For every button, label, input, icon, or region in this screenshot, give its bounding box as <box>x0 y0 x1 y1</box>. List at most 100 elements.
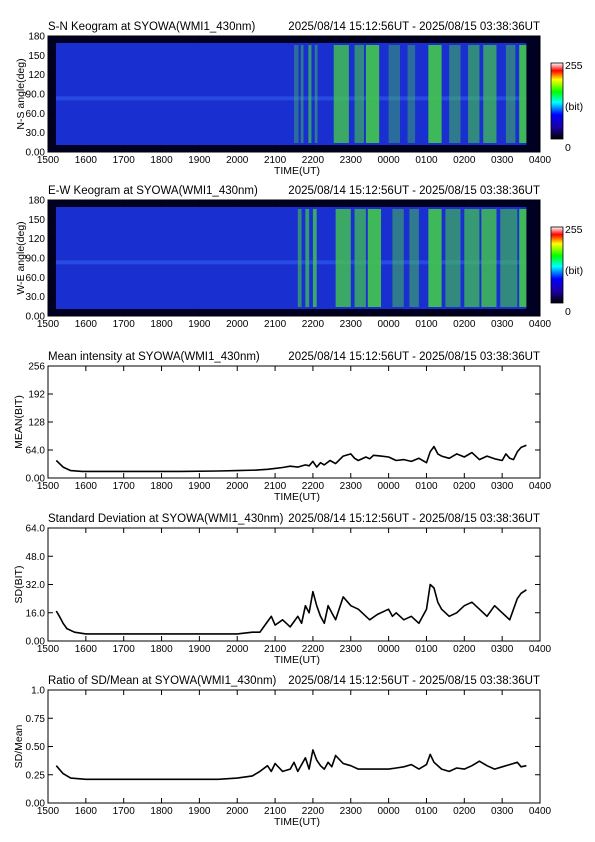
x-tick-label: 2000 <box>226 319 249 330</box>
panel-title: Ratio of SD/Mean at SYOWA(WMI1_430nm) <box>48 675 277 687</box>
aurora-segment <box>392 209 404 307</box>
panel-title: E-W Keogram at SYOWA(WMI1_430nm) <box>48 185 258 197</box>
y-tick-label: 16.0 <box>26 608 46 619</box>
x-tick-label: 0200 <box>453 155 476 166</box>
x-tick-label: 2000 <box>226 155 249 166</box>
colorbar-unit-label: (bit) <box>565 265 583 277</box>
y-axis-label: SD(BIT) <box>13 566 25 604</box>
colorbar <box>550 62 564 140</box>
x-tick-label: 0200 <box>453 481 476 492</box>
x-tick-label: 1700 <box>113 319 136 330</box>
x-tick-label: 1500 <box>37 155 60 166</box>
aurora-segment <box>300 45 304 143</box>
colorbar-unit-label: (bit) <box>565 101 583 113</box>
panel-title: Standard Deviation at SYOWA(WMI1_430nm) <box>48 513 284 525</box>
x-tick-label: 1500 <box>37 481 60 492</box>
x-tick-label: 2200 <box>302 806 325 817</box>
x-tick-label: 1500 <box>37 644 60 655</box>
x-tick-label: 0100 <box>415 155 438 166</box>
x-tick-label: 0300 <box>491 481 514 492</box>
y-tick-label: 192 <box>28 390 45 401</box>
y-axis-label: N-S angle(deg) <box>15 58 27 129</box>
x-tick-label: 1700 <box>113 644 136 655</box>
aurora-segment <box>354 45 365 143</box>
x-tick-label: 1600 <box>75 481 98 492</box>
x-tick-label: 0000 <box>377 319 400 330</box>
x-tick-label: 2300 <box>340 319 363 330</box>
x-tick-label: 1800 <box>150 319 173 330</box>
keogram-band <box>56 260 527 265</box>
x-tick-label: 2100 <box>264 806 287 817</box>
x-tick-label: 2100 <box>264 319 287 330</box>
x-tick-label: 1600 <box>75 644 98 655</box>
x-tick-label: 1900 <box>188 644 211 655</box>
y-tick-label: 150 <box>28 215 45 226</box>
aurora-segment <box>388 45 400 143</box>
x-tick-label: 1700 <box>113 806 136 817</box>
x-tick-label: 2100 <box>264 481 287 492</box>
colorbar-max-label: 255 <box>565 224 583 236</box>
aurora-segment <box>308 45 312 143</box>
y-tick-label: 0.00 <box>26 148 46 159</box>
y-tick-label: 90.0 <box>26 254 46 265</box>
x-tick-label: 1500 <box>37 806 60 817</box>
aurora-segment <box>297 209 302 307</box>
x-tick-label: 0000 <box>377 644 400 655</box>
panel-time-range: 2025/08/14 15:12:56UT - 2025/08/15 03:38… <box>288 21 540 33</box>
y-tick-label: 256 <box>28 362 45 373</box>
x-tick-label: 1500 <box>37 319 60 330</box>
x-tick-label: 1900 <box>188 481 211 492</box>
y-tick-label: 0.00 <box>26 799 46 810</box>
series-line <box>55 583 527 635</box>
plot-frame <box>47 527 541 642</box>
aurora-segment <box>354 209 366 307</box>
panel-time-range: 2025/08/14 15:12:56UT - 2025/08/15 03:38… <box>288 351 540 363</box>
panel-time-range: 2025/08/14 15:12:56UT - 2025/08/15 03:38… <box>288 185 540 197</box>
x-tick-label: 2100 <box>264 644 287 655</box>
y-tick-label: 60.0 <box>26 109 46 120</box>
aurora-segment <box>335 209 351 307</box>
aurora-segment <box>407 45 416 143</box>
x-tick-label: 1700 <box>113 155 136 166</box>
x-tick-label: 2200 <box>302 481 325 492</box>
x-tick-label: 1900 <box>188 806 211 817</box>
y-tick-label: 128 <box>28 418 45 429</box>
y-tick-label: 1.0 <box>31 686 45 697</box>
y-tick-label: 0.50 <box>26 742 46 753</box>
aurora-segment <box>445 209 461 307</box>
series-line <box>55 749 527 781</box>
x-tick-label: 0300 <box>491 644 514 655</box>
panel-sd: Standard Deviation at SYOWA(WMI1_430nm) 2… <box>13 513 552 666</box>
plot-frame <box>47 365 541 479</box>
aurora-segment <box>468 45 480 143</box>
y-tick-label: 0.75 <box>26 714 46 725</box>
x-tick-label: 0300 <box>491 155 514 166</box>
y-tick-label: 64.0 <box>26 446 46 457</box>
colorbar-max-label: 255 <box>565 60 583 72</box>
x-axis-label: TIME(UT) <box>274 654 320 666</box>
x-tick-label: 1600 <box>75 155 98 166</box>
x-tick-label: 2000 <box>226 806 249 817</box>
aurora-segment <box>481 209 497 307</box>
y-tick-label: 60.0 <box>26 273 46 284</box>
panel-time-range: 2025/08/14 15:12:56UT - 2025/08/15 03:38… <box>288 675 540 687</box>
x-tick-label: 2000 <box>226 481 249 492</box>
aurora-segment <box>464 209 480 307</box>
x-tick-label: 2100 <box>264 155 287 166</box>
keogram-background <box>56 43 527 145</box>
colorbar-min-label: 0 <box>565 142 571 154</box>
panel-ratio: Ratio of SD/Mean at SYOWA(WMI1_430nm) 202… <box>13 675 552 828</box>
x-tick-label: 1800 <box>150 155 173 166</box>
x-tick-label: 1700 <box>113 481 136 492</box>
aurora-segment <box>314 45 318 143</box>
x-tick-label: 0100 <box>415 644 438 655</box>
x-tick-label: 0400 <box>529 155 552 166</box>
x-tick-label: 0200 <box>453 644 476 655</box>
x-tick-label: 2300 <box>340 806 363 817</box>
aurora-segment <box>505 45 516 143</box>
aurora-segment <box>519 209 527 307</box>
y-tick-label: 48.0 <box>26 552 46 563</box>
y-tick-label: 0.00 <box>26 474 46 485</box>
x-tick-label: 0100 <box>415 319 438 330</box>
